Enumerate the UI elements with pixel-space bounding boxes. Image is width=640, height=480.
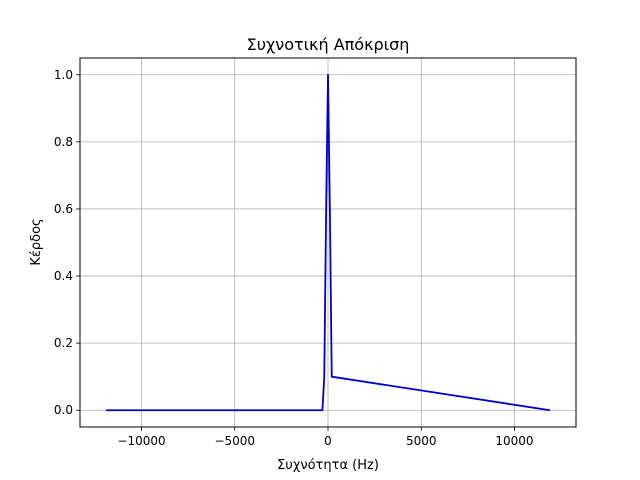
x-tick-label: 0 [324,434,332,448]
x-tick-label: 10000 [495,434,533,448]
y-tick-label: 0.2 [54,336,73,350]
y-tick-label: 0.0 [54,403,73,417]
y-tick-label: 0.4 [54,269,73,283]
x-axis-label: Συχνότητα (Hz) [277,458,379,473]
x-tick-label: −10000 [117,434,165,448]
x-axis-ticks: −10000 −5000 0 5000 10000 [117,427,534,448]
x-tick-label: 5000 [406,434,437,448]
y-axis-label: Κέρδος [29,218,44,265]
series-line [106,73,551,412]
series-layer [106,73,551,412]
y-tick-label: 0.6 [54,202,73,216]
y-axis-ticks: 0.0 0.2 0.4 0.6 0.8 1.0 [54,68,80,417]
x-tick-label: −5000 [214,434,255,448]
y-tick-label: 0.8 [54,135,73,149]
y-tick-label: 1.0 [54,68,73,82]
chart-title: Συχνοτική Απόκριση [247,35,410,54]
